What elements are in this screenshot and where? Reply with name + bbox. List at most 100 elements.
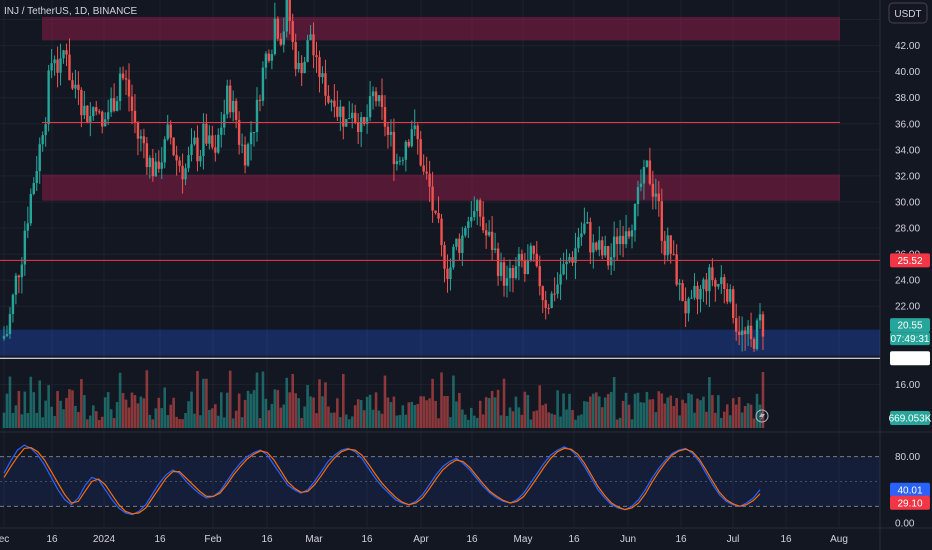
candle-body[interactable] bbox=[726, 289, 729, 302]
candle-body[interactable] bbox=[359, 117, 363, 132]
candle-body[interactable] bbox=[130, 96, 134, 111]
candle-body[interactable] bbox=[720, 277, 723, 284]
candle-body[interactable] bbox=[368, 96, 372, 118]
candle-body[interactable] bbox=[556, 284, 559, 294]
candle-body[interactable] bbox=[592, 242, 595, 253]
candle-body[interactable] bbox=[139, 136, 143, 139]
candle-body[interactable] bbox=[675, 254, 678, 285]
candle-body[interactable] bbox=[202, 123, 205, 157]
candle-body[interactable] bbox=[630, 230, 634, 237]
candle-body[interactable] bbox=[184, 168, 187, 180]
candle-body[interactable] bbox=[461, 235, 464, 253]
candle-body[interactable] bbox=[118, 73, 122, 102]
candle-body[interactable] bbox=[2, 335, 6, 339]
candle-body[interactable] bbox=[112, 98, 116, 111]
candle-body[interactable] bbox=[395, 161, 399, 165]
candle-body[interactable] bbox=[431, 186, 434, 211]
candle-body[interactable] bbox=[17, 275, 21, 278]
candle-body[interactable] bbox=[696, 285, 699, 300]
candle-body[interactable] bbox=[226, 85, 229, 115]
candle-body[interactable] bbox=[160, 162, 163, 169]
candle-body[interactable] bbox=[681, 283, 684, 302]
candle-body[interactable] bbox=[348, 118, 351, 120]
candle-body[interactable] bbox=[505, 278, 509, 286]
candle-body[interactable] bbox=[502, 262, 506, 286]
candle-body[interactable] bbox=[669, 235, 672, 254]
candle-body[interactable] bbox=[336, 106, 339, 117]
candle-body[interactable] bbox=[41, 135, 44, 145]
candle-body[interactable] bbox=[175, 155, 178, 161]
candle-body[interactable] bbox=[351, 112, 354, 119]
candle-body[interactable] bbox=[464, 227, 467, 236]
candle-body[interactable] bbox=[729, 289, 732, 302]
candle-body[interactable] bbox=[294, 42, 297, 70]
candle-body[interactable] bbox=[377, 95, 381, 102]
candle-body[interactable] bbox=[434, 210, 437, 214]
candle-body[interactable] bbox=[121, 73, 125, 79]
candle-body[interactable] bbox=[145, 143, 149, 168]
stoch-d-line[interactable] bbox=[3, 446, 761, 515]
candle-body[interactable] bbox=[56, 59, 59, 73]
candle-body[interactable] bbox=[490, 231, 494, 250]
candle-body[interactable] bbox=[306, 40, 309, 62]
candle-body[interactable] bbox=[749, 325, 753, 340]
candle-body[interactable] bbox=[508, 268, 512, 279]
candle-body[interactable] bbox=[386, 126, 390, 135]
candle-body[interactable] bbox=[127, 79, 131, 97]
candle-body[interactable] bbox=[220, 127, 223, 135]
candle-body[interactable] bbox=[422, 165, 425, 172]
candle-body[interactable] bbox=[559, 274, 562, 285]
candle-body[interactable] bbox=[645, 160, 649, 168]
candle-body[interactable] bbox=[106, 112, 110, 120]
candle-body[interactable] bbox=[53, 59, 56, 64]
candle-body[interactable] bbox=[627, 231, 631, 237]
candle-body[interactable] bbox=[428, 173, 431, 187]
candle-body[interactable] bbox=[151, 157, 155, 177]
candle-body[interactable] bbox=[583, 223, 586, 234]
candle-body[interactable] bbox=[354, 112, 357, 123]
candle-body[interactable] bbox=[47, 70, 50, 125]
candle-body[interactable] bbox=[443, 245, 446, 269]
candle-body[interactable] bbox=[711, 267, 714, 281]
candle-body[interactable] bbox=[609, 257, 613, 266]
candle-body[interactable] bbox=[208, 135, 211, 144]
candle-body[interactable] bbox=[324, 73, 327, 96]
candle-body[interactable] bbox=[526, 259, 530, 274]
candle-body[interactable] bbox=[157, 161, 160, 169]
candle-body[interactable] bbox=[746, 325, 750, 335]
candle-body[interactable] bbox=[467, 221, 470, 228]
candle-body[interactable] bbox=[11, 294, 15, 315]
candle-body[interactable] bbox=[258, 99, 262, 101]
lightning-icon[interactable] bbox=[755, 409, 769, 423]
candle-body[interactable] bbox=[562, 264, 565, 275]
candle-body[interactable] bbox=[196, 137, 199, 162]
candle-body[interactable] bbox=[544, 300, 547, 308]
candle-body[interactable] bbox=[389, 131, 393, 135]
candle-body[interactable] bbox=[755, 320, 759, 349]
candle-body[interactable] bbox=[580, 233, 583, 238]
candle-body[interactable] bbox=[523, 259, 527, 274]
candle-body[interactable] bbox=[604, 246, 607, 256]
candle-body[interactable] bbox=[440, 218, 443, 246]
candle-body[interactable] bbox=[455, 238, 458, 247]
candle-body[interactable] bbox=[621, 235, 625, 245]
candle-body[interactable] bbox=[59, 58, 62, 73]
candle-body[interactable] bbox=[740, 330, 744, 336]
candle-body[interactable] bbox=[303, 61, 306, 74]
candle-body[interactable] bbox=[261, 67, 265, 101]
candle-body[interactable] bbox=[285, 0, 288, 32]
candle-body[interactable] bbox=[154, 161, 157, 177]
candle-body[interactable] bbox=[589, 221, 592, 253]
candle-body[interactable] bbox=[148, 157, 152, 168]
currency-button[interactable]: USDT bbox=[888, 2, 928, 24]
candle-body[interactable] bbox=[449, 267, 452, 280]
candle-body[interactable] bbox=[541, 286, 544, 301]
candle-body[interactable] bbox=[199, 156, 202, 162]
candle-body[interactable] bbox=[86, 105, 89, 122]
candle-body[interactable] bbox=[401, 159, 405, 161]
candle-body[interactable] bbox=[479, 200, 482, 217]
candle-body[interactable] bbox=[133, 110, 137, 123]
candle-body[interactable] bbox=[699, 288, 702, 300]
candle-body[interactable] bbox=[62, 50, 65, 59]
candle-body[interactable] bbox=[380, 95, 384, 107]
